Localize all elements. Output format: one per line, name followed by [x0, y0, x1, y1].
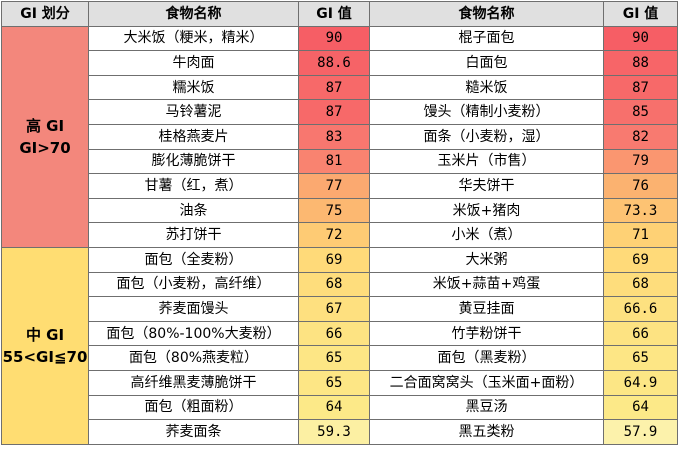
table-row: 牛肉面 88.6 白面包 88 [2, 50, 678, 76]
table-row: 荞麦面馒头 67 黄豆挂面 66.6 [2, 296, 678, 322]
gi-value-cell: 87 [298, 74, 370, 101]
header-food-left: 食物名称 [88, 1, 299, 27]
gi-value-cell: 59.3 [298, 419, 370, 445]
header-category: GI 划分 [1, 1, 89, 27]
gi-value-cell: 65 [298, 345, 370, 371]
table-row: 苏打饼干 72 小米（煮） 71 [2, 222, 678, 248]
food-name-cell: 大米饭（粳米，精米） [88, 25, 299, 52]
food-name-cell: 小米（煮） [369, 222, 604, 248]
food-name-cell: 棍子面包 [369, 25, 604, 52]
food-name-cell: 膨化薄脆饼干 [88, 148, 299, 175]
food-name-cell: 面包（黑麦粉） [369, 345, 604, 371]
gi-value-cell: 66.6 [603, 296, 678, 322]
gi-value-cell: 68 [603, 271, 678, 298]
food-name-cell: 黑五类粉 [369, 419, 604, 445]
food-name-cell: 面包（小麦粉，高纤维） [88, 271, 299, 298]
category-cell: 高 GI GI>70 [1, 25, 89, 248]
table-row: 马铃薯泥 87 馒头（精制小麦粉） 85 [2, 99, 678, 125]
food-name-cell: 馒头（精制小麦粉） [369, 99, 604, 125]
gi-value-cell: 66 [298, 320, 370, 347]
food-name-cell: 米饭+蒜苗+鸡蛋 [369, 271, 604, 298]
table-row: 面包（80%燕麦粒） 65 面包（黑麦粉） 65 [2, 345, 678, 371]
food-name-cell: 荞麦面条 [88, 419, 299, 445]
table-row: 面包（小麦粉，高纤维） 68 米饭+蒜苗+鸡蛋 68 [2, 271, 678, 298]
gi-value-cell: 81 [298, 148, 370, 175]
gi-value-cell: 76 [603, 173, 678, 199]
food-name-cell: 白面包 [369, 50, 604, 76]
food-name-cell: 面包（全麦粉） [88, 246, 299, 273]
gi-value-cell: 64 [298, 394, 370, 421]
food-name-cell: 黄豆挂面 [369, 296, 604, 322]
food-name-cell: 米饭+猪肉 [369, 197, 604, 224]
gi-value-cell: 88 [603, 50, 678, 76]
gi-value-cell: 64.9 [603, 369, 678, 396]
table-row: 高 GI GI>70 大米饭（粳米，精米） 90 棍子面包 90 [1, 25, 678, 248]
header-food-right: 食物名称 [369, 1, 604, 27]
food-name-cell: 面包（粗面粉） [88, 394, 299, 421]
gi-value-cell: 65 [603, 345, 678, 371]
food-name-cell: 大米粥 [369, 246, 604, 273]
gi-value-cell: 87 [298, 99, 370, 125]
header-row: GI 划分 食物名称 GI 值 食物名称 GI 值 [1, 1, 678, 27]
food-name-cell: 甘薯（红，煮） [88, 173, 299, 199]
gi-value-cell: 71 [603, 222, 678, 248]
table-row: 甘薯（红，煮） 77 华夫饼干 76 [2, 173, 678, 199]
category-label: 中 GI [25, 325, 65, 344]
gi-value-cell: 88.6 [298, 50, 370, 76]
food-name-cell: 糙米饭 [369, 74, 604, 101]
gi-value-cell: 69 [298, 246, 370, 273]
header-gi-right: GI 值 [603, 1, 678, 27]
table-row: 荞麦面条 59.3 黑五类粉 57.9 [2, 419, 678, 445]
food-name-cell: 华夫饼干 [369, 173, 604, 199]
table-row: 油条 75 米饭+猪肉 73.3 [2, 197, 678, 224]
gi-value-cell: 85 [603, 99, 678, 125]
table-body: 高 GI GI>70 大米饭（粳米，精米） 90 棍子面包 90 牛肉面 88.6 白面包 88 糯… [1, 25, 678, 445]
gi-value-cell: 90 [603, 25, 678, 52]
gi-value-cell: 72 [298, 222, 370, 248]
food-name-cell: 马铃薯泥 [88, 99, 299, 125]
gi-value-cell: 75 [298, 197, 370, 224]
category-label: 高 GI [25, 116, 65, 135]
gi-table: GI 划分 食物名称 GI 值 食物名称 GI 值 高 GI GI>70 大米饭（粳… [1, 1, 678, 445]
gi-value-cell: 64 [603, 394, 678, 421]
food-name-cell: 面条（小麦粉，湿） [369, 123, 604, 150]
category-range: 55<GI≦70 [2, 347, 88, 366]
table-row: 糯米饭 87 糙米饭 87 [2, 74, 678, 101]
gi-value-cell: 90 [298, 25, 370, 52]
gi-value-cell: 73.3 [603, 197, 678, 224]
food-name-cell: 油条 [88, 197, 299, 224]
food-name-cell: 荞麦面馒头 [88, 296, 299, 322]
gi-value-cell: 68 [298, 271, 370, 298]
gi-value-cell: 57.9 [603, 419, 678, 445]
gi-value-cell: 65 [298, 369, 370, 396]
table-row: 面包（80%-100%大麦粉） 66 竹芋粉饼干 66 [2, 320, 678, 347]
table-row: 桂格燕麦片 83 面条（小麦粉，湿） 82 [2, 123, 678, 150]
gi-value-cell: 77 [298, 173, 370, 199]
category-range: GI>70 [19, 138, 71, 157]
food-name-cell: 黑豆汤 [369, 394, 604, 421]
food-name-cell: 面包（80%燕麦粒） [88, 345, 299, 371]
food-name-cell: 牛肉面 [88, 50, 299, 76]
table-row: 高纤维黑麦薄脆饼干 65 二合面窝窝头（玉米面+面粉） 64.9 [2, 369, 678, 396]
food-name-cell: 玉米片（市售） [369, 148, 604, 175]
gi-value-cell: 67 [298, 296, 370, 322]
food-name-cell: 桂格燕麦片 [88, 123, 299, 150]
gi-value-cell: 69 [603, 246, 678, 273]
food-name-cell: 苏打饼干 [88, 222, 299, 248]
table-row: 面包（粗面粉） 64 黑豆汤 64 [2, 394, 678, 421]
food-name-cell: 二合面窝窝头（玉米面+面粉） [369, 369, 604, 396]
gi-value-cell: 66 [603, 320, 678, 347]
gi-value-cell: 87 [603, 74, 678, 101]
food-name-cell: 竹芋粉饼干 [369, 320, 604, 347]
table-row: 膨化薄脆饼干 81 玉米片（市售） 79 [2, 148, 678, 175]
food-name-cell: 糯米饭 [88, 74, 299, 101]
food-name-cell: 高纤维黑麦薄脆饼干 [88, 369, 299, 396]
gi-value-cell: 82 [603, 123, 678, 150]
table-row: 中 GI 55<GI≦70 面包（全麦粉） 69 大米粥 69 [1, 246, 678, 445]
food-name-cell: 面包（80%-100%大麦粉） [88, 320, 299, 347]
gi-value-cell: 79 [603, 148, 678, 175]
gi-value-cell: 83 [298, 123, 370, 150]
category-cell: 中 GI 55<GI≦70 [1, 246, 89, 445]
header-gi-left: GI 值 [298, 1, 370, 27]
